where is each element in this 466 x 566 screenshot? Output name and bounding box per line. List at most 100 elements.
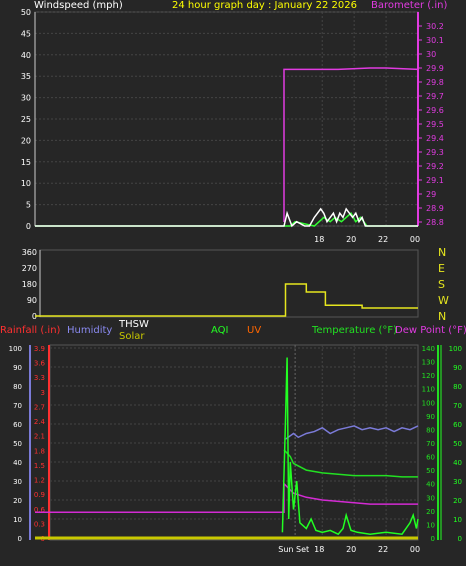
aqi-y-tick: 30 bbox=[453, 478, 462, 486]
aqi-legend: AQI bbox=[211, 325, 229, 336]
temperature-y-tick: 70 bbox=[426, 440, 435, 448]
barometer-y-tick: 28.9 bbox=[426, 204, 444, 213]
humidity-y-tick: 0 bbox=[18, 535, 22, 543]
wind-y-tick: 10 bbox=[21, 179, 31, 188]
direction-y-tick: 90 bbox=[27, 296, 37, 305]
humidity-y-tick: 40 bbox=[13, 459, 22, 467]
temperature-y-tick: 140 bbox=[422, 345, 435, 353]
temperature-y-tick: 40 bbox=[426, 481, 435, 489]
windspeed-title: Windspeed (mph) bbox=[34, 0, 123, 11]
bottom-x-tick: 22 bbox=[378, 545, 388, 554]
rain-y-tick: 1.8 bbox=[34, 447, 45, 455]
barometer-y-tick: 29.8 bbox=[426, 78, 444, 87]
dewpoint-legend: Dew Point (°F) bbox=[395, 325, 466, 336]
top-x-tick: 20 bbox=[346, 235, 356, 244]
humidity-legend: Humidity bbox=[67, 325, 113, 336]
wind-y-tick: 35 bbox=[21, 72, 31, 81]
aqi-y-tick: 20 bbox=[453, 497, 462, 505]
aqi-y-tick: 60 bbox=[453, 421, 462, 429]
wind-y-tick: 40 bbox=[21, 51, 31, 60]
aqi-y-tick: 50 bbox=[453, 440, 462, 448]
barometer-y-tick: 29 bbox=[426, 190, 436, 199]
rainfall-legend: Rainfall (.in) bbox=[0, 325, 61, 336]
aqi-y-tick: 40 bbox=[453, 459, 462, 467]
barometer-y-tick: 28.8 bbox=[426, 218, 444, 227]
compass-label: N bbox=[438, 246, 446, 259]
temperature-y-tick: 120 bbox=[422, 372, 435, 380]
bottom-x-tick: 20 bbox=[346, 545, 356, 554]
barometer-y-tick: 29.3 bbox=[426, 148, 444, 157]
aqi-y-tick: 90 bbox=[453, 364, 462, 372]
aqi-y-tick: 100 bbox=[449, 345, 462, 353]
top-x-tick: 18 bbox=[314, 235, 324, 244]
temperature-y-tick: 10 bbox=[426, 521, 435, 529]
windspeed-line bbox=[35, 207, 418, 228]
direction-y-tick: 360 bbox=[22, 248, 37, 257]
barometer-y-tick: 29.1 bbox=[426, 176, 444, 185]
compass-label: E bbox=[438, 262, 445, 275]
wind-y-tick: 45 bbox=[21, 29, 31, 38]
temperature-legend: Temperature (°F) bbox=[312, 325, 398, 336]
top-x-tick: 00 bbox=[410, 235, 420, 244]
direction-y-tick: 180 bbox=[22, 280, 37, 289]
wind-y-tick: 15 bbox=[21, 158, 31, 167]
humidity-y-tick: 30 bbox=[13, 478, 22, 486]
rain-y-tick: 2.7 bbox=[34, 403, 45, 411]
wind-y-tick: 5 bbox=[26, 201, 31, 210]
rain-y-tick: 1.5 bbox=[34, 462, 45, 470]
direction-y-tick: 270 bbox=[22, 264, 37, 273]
thsw-legend: THSW bbox=[119, 319, 149, 330]
aqi-y-tick: 10 bbox=[453, 516, 462, 524]
aqi-y-tick: 70 bbox=[453, 402, 462, 410]
humidity-y-tick: 80 bbox=[13, 383, 22, 391]
barometer-y-tick: 29.7 bbox=[426, 92, 444, 101]
wind-y-tick: 25 bbox=[21, 115, 31, 124]
rain-y-tick: 3.9 bbox=[34, 345, 45, 353]
barometer-y-tick: 29.4 bbox=[426, 134, 444, 143]
temperature-y-tick: 20 bbox=[426, 508, 435, 516]
barometer-title: Barometer (.in) bbox=[371, 0, 448, 11]
barometer-y-tick: 30.1 bbox=[426, 36, 444, 45]
wind-y-tick: 30 bbox=[21, 94, 31, 103]
rain-y-tick: 3.6 bbox=[34, 360, 46, 368]
temperature-y-tick: 50 bbox=[426, 467, 435, 475]
temperature-y-tick: 130 bbox=[422, 359, 435, 367]
direction-y-tick: 0 bbox=[32, 312, 37, 321]
barometer-y-tick: 29.9 bbox=[426, 64, 444, 73]
temperature-y-tick: 0 bbox=[431, 535, 435, 543]
uv-legend: UV bbox=[247, 325, 262, 336]
barometer-y-tick: 29.2 bbox=[426, 162, 444, 171]
barometer-y-tick: 29.6 bbox=[426, 106, 444, 115]
humidity-y-tick: 10 bbox=[13, 516, 22, 524]
wind-y-tick: 20 bbox=[21, 136, 31, 145]
aqi-y-tick: 0 bbox=[458, 535, 462, 543]
barometer-y-tick: 30 bbox=[426, 50, 436, 59]
aqi-line bbox=[281, 357, 419, 536]
rain-y-tick: 2.1 bbox=[34, 433, 45, 441]
bottom-x-tick: Sun Set bbox=[278, 545, 309, 554]
temperature-y-tick: 110 bbox=[422, 386, 435, 394]
temperature-line bbox=[283, 449, 418, 478]
barometer-y-tick: 30.2 bbox=[426, 22, 444, 31]
compass-label: N bbox=[438, 310, 446, 323]
barometer-line bbox=[283, 67, 419, 222]
rain-y-tick: 2.4 bbox=[34, 418, 46, 426]
humidity-y-tick: 20 bbox=[13, 497, 22, 505]
temperature-y-tick: 60 bbox=[426, 454, 435, 462]
compass-label: S bbox=[438, 278, 445, 291]
rain-y-tick: 0.3 bbox=[34, 520, 45, 528]
temperature-y-tick: 100 bbox=[422, 399, 435, 407]
temperature-y-tick: 80 bbox=[426, 426, 435, 434]
wind-y-tick: 0 bbox=[26, 222, 31, 231]
barometer-y-tick: 29.5 bbox=[426, 120, 444, 129]
humidity-line bbox=[285, 425, 419, 440]
rain-y-tick: 0.6 bbox=[34, 506, 46, 514]
humidity-y-tick: 60 bbox=[13, 421, 22, 429]
direction-plot-area bbox=[39, 249, 419, 318]
rain-y-tick: 3.3 bbox=[34, 374, 45, 382]
humidity-y-tick: 90 bbox=[13, 364, 22, 372]
humidity-y-tick: 100 bbox=[9, 345, 22, 353]
rain-y-tick: 3 bbox=[41, 389, 45, 397]
